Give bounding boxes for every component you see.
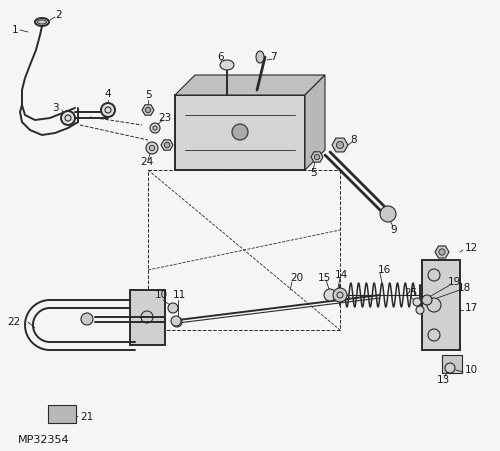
Circle shape: [81, 313, 93, 325]
Text: 24: 24: [140, 157, 153, 167]
Circle shape: [101, 103, 115, 117]
Text: 13: 13: [437, 375, 450, 385]
Text: 2: 2: [55, 10, 62, 20]
Ellipse shape: [220, 60, 234, 70]
Polygon shape: [142, 105, 154, 115]
Circle shape: [333, 288, 347, 302]
Text: 11: 11: [173, 290, 186, 300]
Text: 7: 7: [270, 52, 276, 62]
Text: 25: 25: [404, 288, 417, 298]
Circle shape: [146, 107, 150, 113]
Text: 15: 15: [318, 273, 331, 283]
Circle shape: [146, 142, 158, 154]
Circle shape: [232, 124, 248, 140]
Bar: [130, 290, 165, 345]
Polygon shape: [305, 75, 325, 170]
Circle shape: [439, 249, 445, 255]
Circle shape: [336, 142, 344, 148]
Circle shape: [150, 123, 160, 133]
Text: 10: 10: [465, 365, 478, 375]
Polygon shape: [175, 75, 325, 95]
Text: 12: 12: [465, 243, 478, 253]
Text: 20: 20: [290, 273, 303, 283]
Text: 1: 1: [12, 25, 18, 35]
Circle shape: [445, 363, 455, 373]
Bar: [422, 260, 460, 350]
Circle shape: [172, 317, 182, 327]
Text: 6: 6: [217, 52, 224, 62]
Text: 8: 8: [350, 135, 356, 145]
Polygon shape: [311, 152, 323, 162]
Text: MP32354: MP32354: [18, 435, 70, 445]
Polygon shape: [435, 246, 449, 258]
Text: 21: 21: [80, 412, 93, 422]
Circle shape: [416, 306, 424, 314]
Text: 5: 5: [144, 90, 152, 100]
Bar: [175, 95, 305, 170]
Circle shape: [168, 303, 178, 313]
Bar: [48, 405, 76, 423]
Ellipse shape: [256, 51, 264, 63]
Text: 9: 9: [390, 225, 396, 235]
Polygon shape: [332, 138, 348, 152]
Text: 4: 4: [104, 89, 112, 99]
Text: 14: 14: [335, 270, 348, 280]
Circle shape: [164, 143, 170, 147]
Text: 10: 10: [155, 290, 168, 300]
Circle shape: [171, 316, 181, 326]
Circle shape: [413, 298, 421, 306]
Polygon shape: [161, 140, 173, 150]
Text: 19: 19: [448, 277, 461, 287]
Ellipse shape: [35, 18, 49, 26]
Circle shape: [380, 206, 396, 222]
Circle shape: [314, 154, 320, 160]
Text: 5: 5: [310, 168, 316, 178]
Text: 23: 23: [158, 113, 171, 123]
Text: 17: 17: [465, 303, 478, 313]
Circle shape: [422, 295, 432, 305]
Circle shape: [61, 111, 75, 125]
Text: 22: 22: [7, 317, 20, 327]
Bar: [442, 355, 462, 373]
Text: 3: 3: [52, 103, 59, 113]
Circle shape: [324, 289, 336, 301]
Text: 18: 18: [458, 283, 471, 293]
Text: 16: 16: [378, 265, 391, 275]
